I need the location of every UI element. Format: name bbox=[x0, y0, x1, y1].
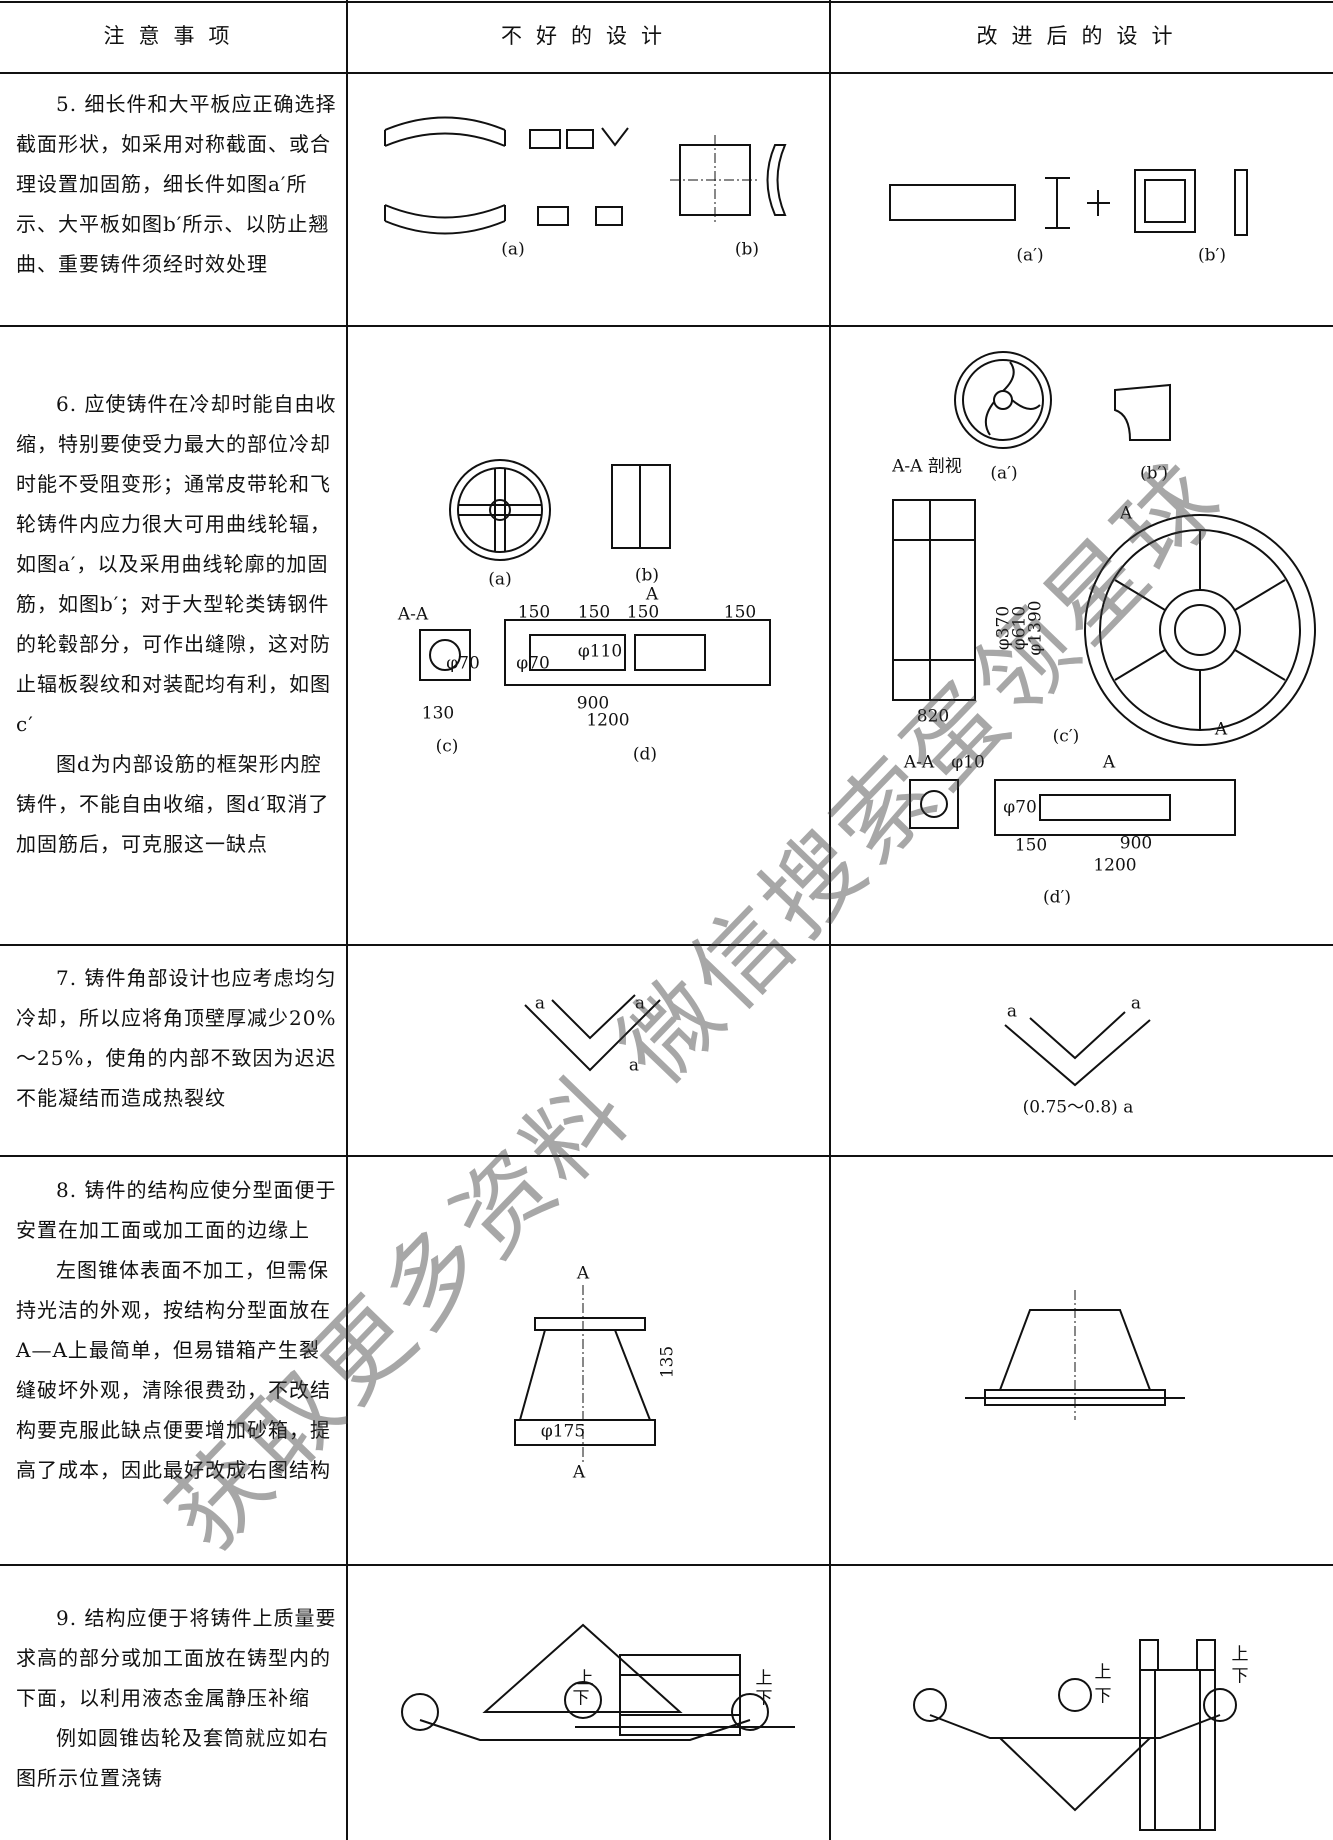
dimension: φ370 bbox=[994, 606, 1014, 650]
dimension: a bbox=[629, 1056, 639, 1076]
dimension: A bbox=[1119, 504, 1133, 524]
dimension: 1200 bbox=[586, 711, 629, 731]
label: 上 bbox=[577, 1669, 594, 1689]
dimension: a bbox=[1007, 1002, 1017, 1022]
note-text: 9. 结构应便于将铸件上质量要求高的部分或加工面放在铸型内的下面，以利用液态金属… bbox=[16, 1606, 337, 1710]
figure-label: (d′) bbox=[1043, 888, 1071, 908]
figure: (a′) (b′) bbox=[889, 169, 1248, 266]
label: 下 bbox=[1232, 1667, 1249, 1687]
column-header: 不好的设计 bbox=[501, 24, 676, 48]
figure-label: (d) bbox=[633, 745, 657, 765]
label: 下 bbox=[1095, 1687, 1112, 1707]
dimension: A bbox=[1102, 753, 1116, 773]
label: 上 bbox=[756, 1669, 773, 1689]
dimension: φ70 bbox=[516, 654, 550, 674]
note-text: 左图锥体表面不加工，但需保持光洁的外观，按结构分型面放在A—A上最简单，但易错箱… bbox=[16, 1258, 331, 1482]
dimension: 135 bbox=[658, 1346, 678, 1378]
column-header: 改进后的设计 bbox=[976, 24, 1187, 48]
figure-label: (b′) bbox=[1198, 246, 1226, 266]
figure-label: (b) bbox=[635, 566, 659, 586]
note-text: 5. 细长件和大平板应正确选择截面形状，如采用对称截面、或合理设置加固筋，细长件… bbox=[16, 92, 337, 276]
label: 下 bbox=[573, 1689, 590, 1709]
dimension: φ1390 bbox=[1026, 600, 1046, 655]
figure-label: A-A 剖视 bbox=[891, 457, 962, 477]
dimension: φ10 bbox=[951, 753, 985, 773]
figure-label: (c) bbox=[436, 737, 459, 757]
note: 8. 铸件的结构应使分型面便于安置在加工面或加工面的边缘上左图锥体表面不加工，但… bbox=[16, 1170, 338, 1490]
dimension: 150 bbox=[627, 603, 659, 623]
dimension: A bbox=[576, 1264, 590, 1284]
dimension: a bbox=[635, 994, 645, 1014]
figure-label: (c′) bbox=[1053, 727, 1080, 747]
dimension: 150 bbox=[1015, 836, 1047, 856]
figure-label: (b′) bbox=[1140, 464, 1168, 484]
note-text: 6. 应使铸件在冷却时能自由收缩，特别要使受力最大的部位冷却时能不受阻变形；通常… bbox=[16, 392, 337, 736]
figure-label: (b) bbox=[735, 240, 759, 260]
note: 5. 细长件和大平板应正确选择截面形状，如采用对称截面、或合理设置加固筋，细长件… bbox=[16, 84, 338, 284]
note-text: 图d为内部设筋的框架形内腔铸件，不能自由收缩，图d′取消了加固筋后，可克服这一缺… bbox=[16, 752, 330, 856]
dimension: a bbox=[1131, 994, 1141, 1014]
figure: A A 135 φ175 bbox=[514, 1264, 1185, 1483]
figure: a a a a a (0.75～0.8) a bbox=[524, 994, 1151, 1118]
label: 下 bbox=[756, 1689, 773, 1709]
figure: (a) (b) bbox=[384, 116, 787, 260]
figure-label: (a) bbox=[501, 240, 524, 260]
figure-label: (a′) bbox=[1016, 246, 1043, 266]
note: 9. 结构应便于将铸件上质量要求高的部分或加工面放在铸型内的下面，以利用液态金属… bbox=[16, 1598, 338, 1798]
dimension: φ175 bbox=[541, 1422, 585, 1442]
note: 6. 应使铸件在冷却时能自由收缩，特别要使受力最大的部位冷却时能不受阻变形；通常… bbox=[16, 384, 338, 864]
dimension: A bbox=[1214, 720, 1228, 740]
dimension: a bbox=[535, 994, 545, 1014]
figure-label: A-A bbox=[397, 605, 429, 625]
figure-label: A-A bbox=[903, 753, 935, 773]
dimension: (0.75～0.8) a bbox=[1023, 1098, 1134, 1118]
dimension: 900 bbox=[577, 694, 609, 714]
note-text: 例如圆锥齿轮及套筒就应如右图所示位置浇铸 bbox=[16, 1726, 329, 1790]
note-text: 7. 铸件角部设计也应考虑均匀冷却，所以应将角顶壁厚减少20%～25%，使角的内… bbox=[16, 966, 337, 1110]
dimension: φ70 bbox=[446, 654, 480, 674]
figure-label: (a′) bbox=[990, 464, 1017, 484]
figure: 上 下 上 下 上 下 上 下 bbox=[401, 1623, 1249, 1831]
label: 上 bbox=[1232, 1645, 1249, 1665]
figure: (a) (b) A-A 150 150 150 150 A φ70 φ70 φ1… bbox=[397, 459, 771, 765]
dimension: φ70 bbox=[1003, 798, 1037, 818]
dimension: 150 bbox=[518, 603, 550, 623]
dimension: 150 bbox=[724, 603, 756, 623]
dimension: A bbox=[645, 585, 659, 605]
dimension: 130 bbox=[422, 704, 454, 724]
dimension: 900 bbox=[1120, 834, 1152, 854]
figure: (a′) (b′) A-A 剖视 820 φ370 φ610 φ1390 (c′… bbox=[891, 351, 1316, 908]
figure-label: (a) bbox=[488, 570, 511, 590]
note-text: 8. 铸件的结构应使分型面便于安置在加工面或加工面的边缘上 bbox=[16, 1178, 337, 1242]
column-header: 注意事项 bbox=[103, 24, 244, 48]
dimension: A bbox=[572, 1463, 586, 1483]
label: 上 bbox=[1095, 1663, 1112, 1683]
dimension: φ610 bbox=[1010, 606, 1030, 650]
note: 7. 铸件角部设计也应考虑均匀冷却，所以应将角顶壁厚减少20%～25%，使角的内… bbox=[16, 958, 338, 1118]
dimension: 150 bbox=[578, 603, 610, 623]
dimension: 1200 bbox=[1093, 856, 1136, 876]
dimension: φ110 bbox=[578, 642, 622, 662]
dimension: 820 bbox=[917, 707, 949, 727]
